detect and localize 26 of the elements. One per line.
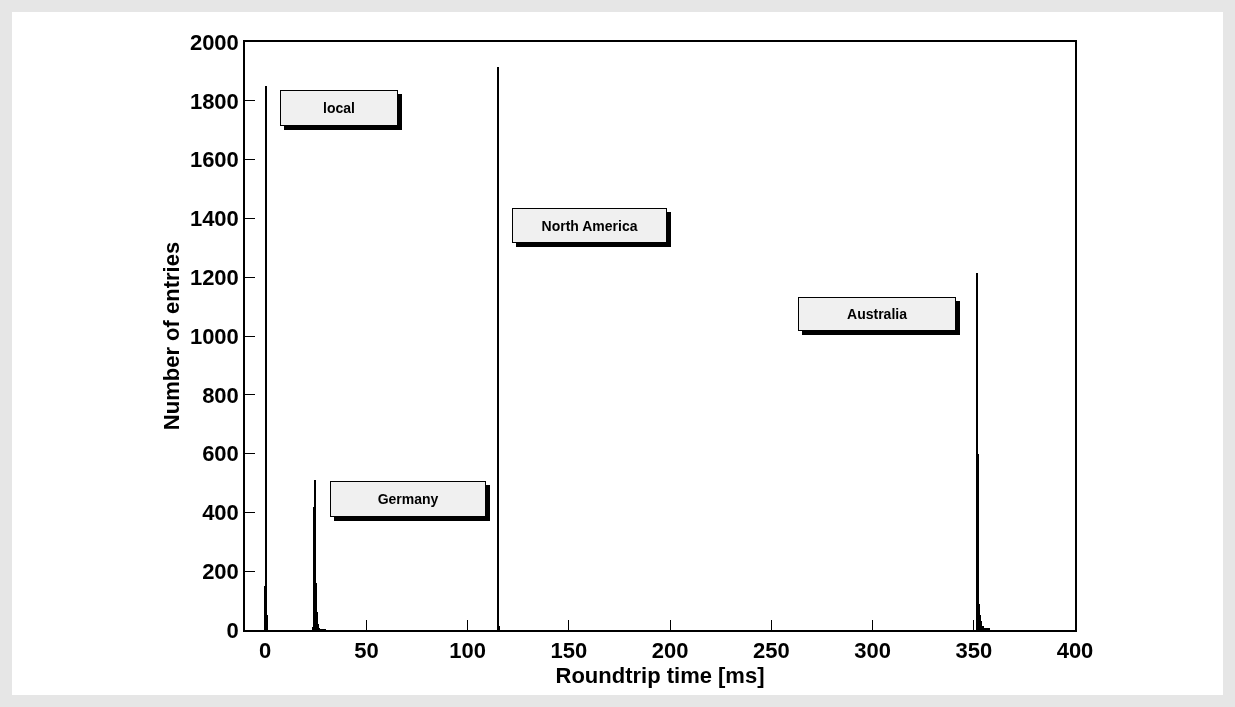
y-tick-label: 1400: [189, 206, 239, 232]
y-axis-title: Number of entries: [159, 241, 185, 431]
x-tick-label: 400: [1056, 638, 1094, 664]
x-tick-label: 150: [550, 638, 588, 664]
x-tick-label: 250: [752, 638, 790, 664]
annotation: local: [323, 100, 355, 116]
y-tick-label: 1000: [189, 323, 239, 349]
x-tick-label: 300: [854, 638, 891, 664]
x-tick-label: 50: [354, 638, 379, 664]
y-tick-label: 200: [202, 558, 239, 584]
x-tick-label: 100: [449, 638, 487, 664]
x-tick-label: 350: [955, 638, 993, 664]
y-tick-label: 600: [202, 441, 239, 467]
y-tick-label: 0: [226, 617, 239, 643]
x-tick-label: 0: [259, 638, 272, 664]
y-tick-label: 800: [202, 382, 239, 408]
x-axis-title: Roundtrip time [ms]: [555, 663, 765, 689]
x-tick-label: 200: [651, 638, 689, 664]
y-tick-label: 1600: [189, 147, 239, 173]
annotation: Australia: [847, 306, 907, 322]
y-tick-label: 1800: [189, 88, 239, 114]
y-tick-label: 400: [202, 500, 239, 526]
y-tick-label: 2000: [189, 29, 239, 55]
annotation: Germany: [377, 491, 439, 507]
y-tick-label: 1200: [189, 264, 239, 290]
annotation: North America: [541, 217, 638, 234]
